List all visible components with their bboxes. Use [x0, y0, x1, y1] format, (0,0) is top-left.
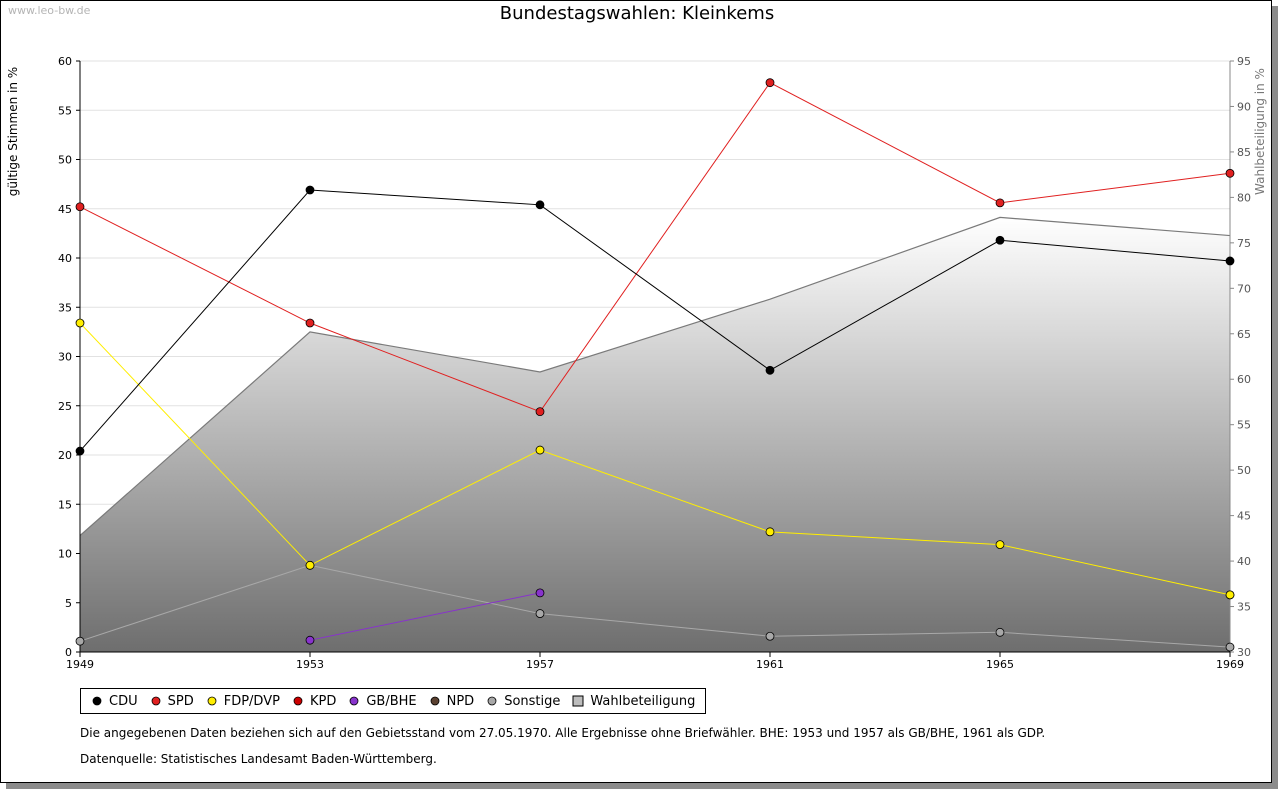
- x-tick-label-1961: 1961: [756, 658, 784, 671]
- y2-tick-label-90: 90: [1237, 100, 1251, 113]
- y2-tick-label-95: 95: [1237, 55, 1251, 68]
- y2-tick-label-30: 30: [1237, 646, 1251, 659]
- y-tick-label-15: 15: [58, 498, 72, 511]
- data-point-spd-1961: [765, 78, 775, 88]
- legend-label-fdp-dvp: FDP/DVP: [223, 693, 280, 709]
- data-point-gb-bhe-1953: [305, 635, 315, 645]
- data-point-sonstige-1961: [765, 631, 775, 641]
- x-tick-label-1949: 1949: [66, 658, 94, 671]
- legend-label-gb-bhe: GB/BHE: [366, 693, 417, 709]
- data-point-sonstige-1957: [535, 609, 545, 618]
- y2-tick-label-80: 80: [1237, 191, 1251, 204]
- data-point-fdp-dvp-1953: [305, 560, 315, 570]
- data-point-cdu-1969: [1225, 256, 1235, 266]
- series-line-spd: [79, 82, 1231, 413]
- y-tick-label-55: 55: [58, 104, 72, 117]
- data-point-sonstige-1949: [75, 636, 85, 646]
- y2-tick-label-70: 70: [1237, 282, 1251, 295]
- data-point-spd-1969: [1225, 168, 1235, 178]
- y-tick-label-20: 20: [58, 449, 72, 462]
- legend-item-kpd: KPD: [292, 694, 336, 709]
- legend-label-wahlbeteiligung: Wahlbeteiligung: [590, 693, 696, 709]
- legend-item-wahlbeteiligung: Wahlbeteiligung: [572, 694, 695, 709]
- y-tick-label-25: 25: [58, 400, 72, 413]
- legend-item-sonstige: Sonstige: [486, 694, 560, 709]
- data-point-fdp-dvp-1949: [75, 318, 85, 328]
- legend-label-npd: NPD: [446, 693, 475, 709]
- y-tick-label-30: 30: [58, 351, 72, 364]
- y2-tick-label-45: 45: [1237, 510, 1251, 523]
- series-line-cdu: [79, 189, 1231, 452]
- y2-axis-title: Wahlbeteiligung in %: [1253, 68, 1267, 195]
- y-tick-label-35: 35: [58, 301, 72, 314]
- y-tick-label-45: 45: [58, 203, 72, 216]
- y2-tick-label-60: 60: [1237, 373, 1251, 386]
- data-point-fdp-dvp-1957: [535, 445, 545, 455]
- data-point-fdp-dvp-1961: [765, 527, 775, 537]
- footnote-gebietsstand: Die angegebenen Daten beziehen sich auf …: [80, 726, 1046, 740]
- y-tick-label-60: 60: [58, 55, 72, 68]
- y-tick-label-50: 50: [58, 154, 72, 167]
- data-point-cdu-1949: [75, 446, 85, 456]
- data-point-cdu-1953: [305, 185, 315, 195]
- legend-marker-kpd: [293, 696, 303, 706]
- area-wahlbeteiligung: [80, 217, 1230, 652]
- data-point-spd-1957: [535, 407, 545, 417]
- legend-marker-gb-bhe: [349, 696, 359, 706]
- legend-marker-npd: [430, 696, 440, 706]
- data-point-spd-1953: [305, 318, 315, 328]
- legend: CDU SPD FDP/DVP KPD GB/BHE NPD Sonstige Wahlbet…: [80, 688, 707, 714]
- watermark: www.leo-bw.de: [8, 4, 91, 17]
- legend-item-spd: SPD: [150, 694, 194, 709]
- legend-label-sonstige: Sonstige: [504, 693, 561, 709]
- y2-tick-label-85: 85: [1237, 146, 1251, 159]
- y2-tick-label-65: 65: [1237, 328, 1251, 341]
- legend-marker-cdu: [92, 696, 102, 706]
- legend-item-npd: NPD: [429, 693, 475, 709]
- data-point-fdp-dvp-1969: [1225, 590, 1235, 600]
- y-tick-label-10: 10: [58, 548, 72, 561]
- y-tick-label-5: 5: [65, 597, 72, 610]
- data-point-fdp-dvp-1965: [995, 540, 1005, 550]
- data-point-spd-1965: [995, 198, 1005, 208]
- legend-marker-fdp-dvp: [207, 696, 217, 706]
- x-tick-label-1969: 1969: [1216, 658, 1244, 671]
- chart-title: Bundestagswahlen: Kleinkems: [499, 3, 775, 24]
- area-wahlbeteiligung-outline: [79, 216, 1231, 537]
- data-point-cdu-1965: [995, 235, 1005, 245]
- legend-label-kpd: KPD: [309, 693, 337, 709]
- legend-marker-sonstige: [487, 696, 497, 706]
- legend-marker-spd: [151, 696, 161, 706]
- y2-tick-label-55: 55: [1237, 419, 1251, 432]
- data-point-cdu-1961: [765, 365, 775, 375]
- legend-label-spd: SPD: [167, 693, 194, 709]
- x-tick-label-1953: 1953: [296, 658, 324, 671]
- legend-item-fdp-dvp: FDP/DVP: [206, 694, 280, 709]
- x-tick-label-1965: 1965: [986, 658, 1014, 671]
- legend-swatch-wahlbeteiligung: [572, 695, 584, 707]
- y-axis-title: gültige Stimmen in %: [6, 67, 20, 196]
- data-point-cdu-1957: [535, 200, 545, 210]
- legend-item-gb-bhe: GB/BHE: [348, 693, 417, 709]
- y2-tick-label-40: 40: [1237, 555, 1251, 568]
- data-point-sonstige-1969: [1225, 642, 1235, 652]
- y2-tick-label-50: 50: [1237, 464, 1251, 477]
- data-point-spd-1949: [75, 202, 85, 212]
- legend-label-cdu: CDU: [109, 693, 138, 709]
- y-tick-label-0: 0: [65, 646, 72, 659]
- series-line-fdp-dvp: [79, 322, 1231, 596]
- data-point-gb-bhe-1957: [535, 588, 545, 598]
- chart-canvas: 0 5 10 15 20 25 30 35 40 45 50 55 60 30 35 40 45 50 55 60 65…: [6, 55, 1267, 671]
- series-line-gb-bhe: [309, 592, 541, 641]
- series-line-sonstige: [79, 564, 1231, 648]
- data-point-sonstige-1965: [995, 627, 1005, 637]
- legend-item-cdu: CDU: [91, 694, 138, 709]
- y2-tick-label-75: 75: [1237, 237, 1251, 250]
- footnote-datenquelle: Datenquelle: Statistisches Landesamt Bad…: [80, 752, 437, 766]
- x-tick-label-1957: 1957: [526, 658, 554, 671]
- y-tick-label-40: 40: [58, 252, 72, 265]
- y2-tick-label-35: 35: [1237, 601, 1251, 614]
